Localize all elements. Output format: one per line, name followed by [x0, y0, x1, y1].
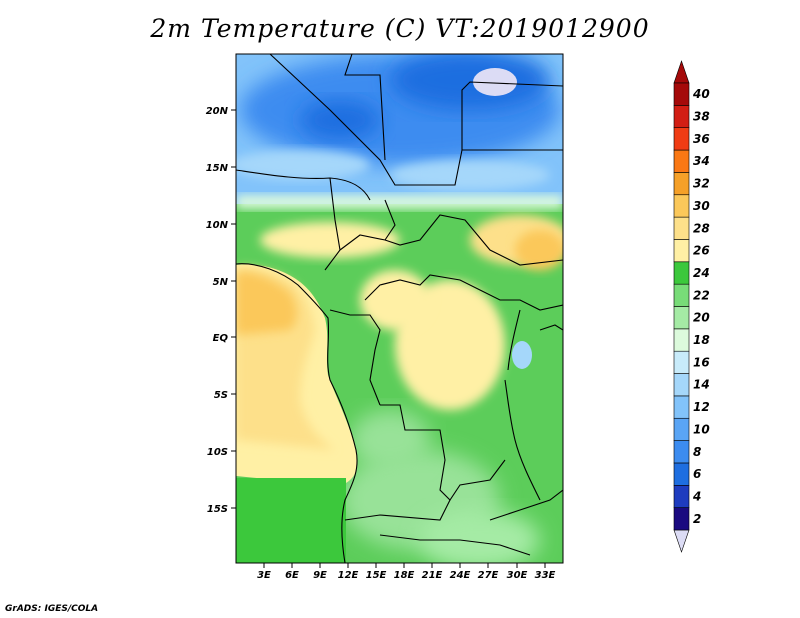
lon-tick-3e: 3E: [257, 563, 271, 581]
temperature-field: [236, 54, 563, 563]
lon-tick-12e: 12E: [338, 563, 359, 581]
legend-label: 2: [693, 512, 701, 526]
lon-tick-21e: 21E: [422, 563, 443, 581]
lon-tick-15e: 15E: [366, 563, 387, 581]
lat-tick-label: 10N: [206, 220, 229, 231]
lon-tick-33e: 33E: [535, 563, 556, 581]
legend-swatch: [673, 172, 690, 196]
legend-label: 12: [693, 400, 710, 414]
legend-swatch: [673, 484, 690, 508]
lat-tick-label: 5S: [214, 390, 228, 401]
legend-arrow-top: [673, 60, 690, 84]
lon-tick-label: 9E: [313, 570, 327, 581]
lat-tick-label: 20N: [206, 106, 229, 117]
lon-tick-label: 30E: [507, 570, 528, 581]
legend-swatch: [673, 395, 690, 419]
legend-swatch: [673, 417, 690, 441]
lon-tick-18e: 18E: [394, 563, 415, 581]
legend-label: 38: [693, 110, 710, 124]
legend-swatch: [673, 283, 690, 307]
lat-tick-15n: 15N: [206, 163, 236, 174]
lon-tick-27e: 27E: [478, 563, 499, 581]
legend-swatch: [673, 127, 690, 151]
legend-label: 30: [693, 199, 710, 213]
lat-tick-label: 15S: [207, 504, 228, 515]
legend-label: 32: [693, 177, 710, 191]
lon-tick-9e: 9E: [313, 563, 327, 581]
lat-tick-label: 15N: [206, 163, 229, 174]
lon-tick-label: 3E: [257, 570, 271, 581]
legend-label: 16: [693, 355, 710, 369]
legend-swatch: [673, 306, 690, 330]
lat-tick-5s: 5S: [214, 390, 236, 401]
legend-swatch: [673, 216, 690, 240]
legend-label: 10: [693, 422, 710, 436]
lat-tick-label: 10S: [207, 447, 228, 458]
legend-swatch: [673, 149, 690, 173]
lon-tick-label: 12E: [338, 570, 359, 581]
lat-tick-label: 5N: [213, 277, 229, 288]
legend-label: 14: [693, 378, 710, 392]
legend-label: 34: [693, 154, 710, 168]
legend-label: 40: [692, 87, 710, 101]
legend-swatch: [673, 239, 690, 263]
legend-swatch: [673, 82, 690, 106]
latitude-axis: 20N 15N 10N 5N EQ 5S 10S 15S: [206, 106, 236, 515]
legend-swatch: [673, 350, 690, 374]
legend-swatch: [673, 261, 690, 285]
lat-tick-eq: EQ: [213, 333, 236, 344]
lon-tick-30e: 30E: [507, 563, 528, 581]
legend-swatch: [673, 105, 690, 128]
legend-label: 26: [693, 244, 710, 258]
lat-tick-5n: 5N: [213, 277, 236, 288]
legend-swatch: [673, 328, 690, 352]
lat-tick-20n: 20N: [206, 106, 236, 117]
lat-tick-15s: 15S: [207, 504, 236, 515]
lon-tick-label: 33E: [535, 570, 556, 581]
legend-swatch: [673, 462, 690, 486]
lon-tick-label: 6E: [285, 570, 299, 581]
legend-label: 24: [693, 266, 710, 280]
lon-tick-label: 27E: [478, 570, 499, 581]
legend-label: 28: [693, 221, 710, 235]
legend-label: 22: [693, 288, 710, 302]
longitude-axis: 3E 6E 9E 12E 15E 18E 21E 24E 27E 30E 33E: [257, 563, 556, 581]
legend-arrow-bottom: [673, 529, 690, 553]
legend-swatch: [673, 440, 690, 464]
lon-tick-24e: 24E: [450, 563, 471, 581]
lon-tick-label: 18E: [394, 570, 415, 581]
lon-tick-label: 24E: [450, 570, 471, 581]
legend-label: 4: [692, 489, 701, 503]
legend-label: 36: [693, 132, 710, 146]
lon-tick-label: 21E: [422, 570, 443, 581]
credit-text: GrADS: IGES/COLA: [5, 604, 99, 614]
lon-tick-label: 15E: [366, 570, 387, 581]
legend-swatch: [673, 194, 690, 218]
legend-label: 20: [693, 311, 710, 325]
legend-swatch: [673, 373, 690, 397]
legend-label: 8: [693, 445, 701, 459]
lat-tick-10s: 10S: [207, 447, 236, 458]
lon-tick-6e: 6E: [285, 563, 299, 581]
legend-swatch: [673, 507, 690, 531]
map-frame: [235, 53, 564, 564]
country-borders: [236, 54, 563, 563]
lat-tick-10n: 10N: [206, 220, 236, 231]
map-title: 2m Temperature (C) VT:2019012900: [150, 14, 650, 43]
legend-label: 18: [693, 333, 710, 347]
lat-tick-label: EQ: [213, 333, 229, 344]
legend-label: 6: [693, 467, 701, 481]
